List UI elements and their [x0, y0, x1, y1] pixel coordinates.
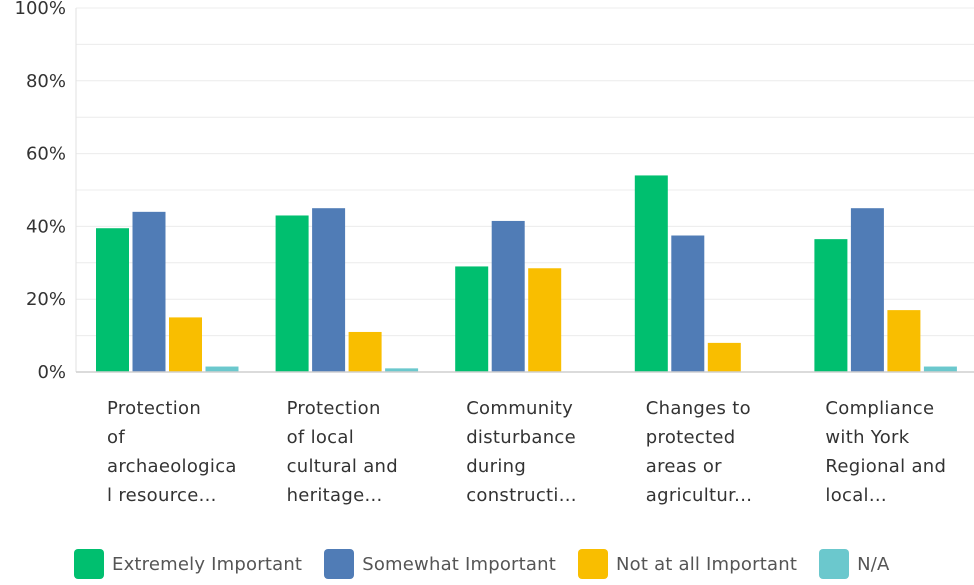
category-label-line: l resource...	[107, 485, 217, 506]
legend-label: N/A	[857, 553, 890, 575]
category-label-line: during	[466, 456, 527, 477]
category-label: Changes to protected areas or agricultur...	[646, 394, 786, 510]
category-label-line: Regional and	[825, 456, 947, 477]
bar	[850, 208, 884, 372]
legend-label: Somewhat Important	[362, 553, 557, 575]
category-label-line: Community	[466, 398, 574, 419]
category-label-line: heritage...	[286, 485, 383, 506]
bar	[528, 268, 562, 372]
bar	[169, 317, 202, 372]
category-label: Protection of archaeologica l resource...	[107, 394, 247, 510]
category-label-line: Protection	[286, 398, 381, 419]
legend-item: Not at all Important	[578, 549, 797, 579]
category-label-line: cultural and	[286, 456, 398, 477]
legend-swatch	[324, 549, 355, 579]
bar	[96, 228, 129, 372]
category-label: Community disturbance during constructi...	[466, 394, 606, 510]
category-label-line: with York	[825, 427, 910, 448]
legend-label: Not at all Important	[616, 553, 798, 575]
category-label-line: areas or	[645, 456, 722, 477]
y-tick-label: 0%	[37, 362, 66, 383]
bar	[634, 175, 668, 372]
category-label-line: constructi...	[466, 485, 577, 506]
legend-item: Extremely Important	[74, 549, 302, 579]
y-tick-label: 60%	[26, 144, 66, 165]
legend-swatch	[819, 549, 850, 579]
category-label-line: local...	[825, 485, 887, 506]
category-label-line: agricultur...	[645, 485, 753, 506]
category-label-line: disturbance	[466, 427, 576, 448]
legend-item: N/A	[819, 549, 889, 579]
bar	[671, 235, 705, 372]
category-label-line: Changes to	[645, 398, 751, 419]
bar	[205, 366, 239, 372]
y-tick-label: 20%	[26, 289, 66, 310]
category-label-line: of local	[286, 427, 355, 448]
legend-swatch	[74, 549, 104, 579]
category-label-line: of	[107, 427, 125, 448]
bar	[923, 366, 957, 372]
y-tick-label: 40%	[26, 216, 66, 237]
category-label: Compliance with York Regional and local...	[825, 394, 965, 510]
bar	[275, 215, 309, 372]
category-label-line: Compliance	[825, 398, 935, 419]
legend-swatch	[578, 549, 609, 579]
bar	[348, 331, 382, 372]
bar	[491, 220, 525, 372]
bar	[887, 310, 921, 372]
y-tick-label: 80%	[26, 71, 66, 92]
legend: Extremely Important Somewhat Important Not…	[74, 548, 912, 580]
bar	[385, 368, 419, 372]
bar	[132, 211, 166, 372]
y-tick-label: 100%	[15, 0, 66, 19]
category-label-line: Protection	[107, 398, 202, 419]
legend-label: Extremely Important	[112, 553, 303, 575]
legend-item: Somewhat Important	[324, 549, 556, 579]
category-label: Protection of local cultural and heritage..…	[287, 394, 427, 510]
bar	[814, 239, 848, 372]
bar	[455, 266, 489, 372]
bar	[707, 342, 741, 372]
category-label-line: archaeologica	[107, 456, 237, 477]
category-label-line: protected	[645, 427, 736, 448]
bar	[312, 208, 346, 372]
